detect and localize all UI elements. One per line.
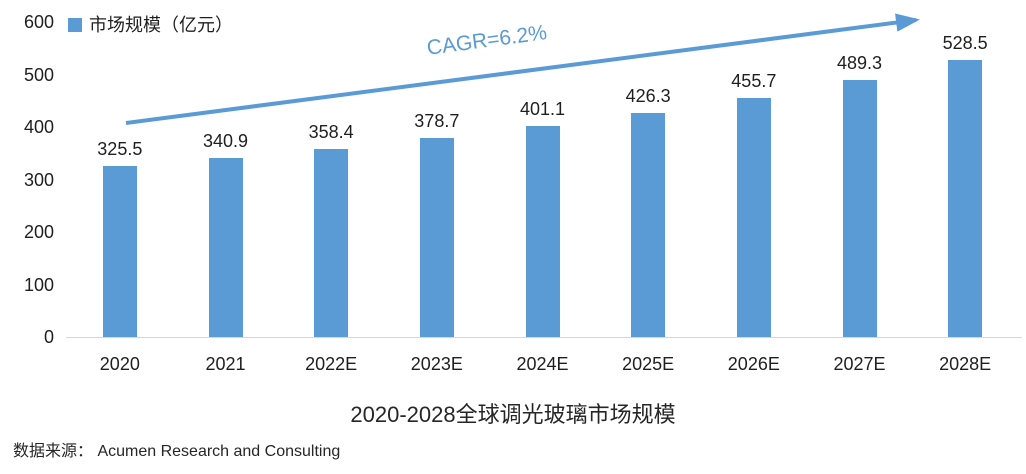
x-tick-label: 2021 (205, 354, 246, 374)
x-tick-label: 2022E (305, 354, 358, 374)
x-tick-label: 2026E (727, 354, 780, 374)
y-tick-label: 200 (23, 222, 54, 242)
bar (948, 59, 983, 337)
bar (419, 138, 454, 337)
y-tick-label: 500 (23, 64, 54, 85)
legend-label: 市场规模（亿元） (89, 15, 233, 35)
x-tick-label: 2020 (99, 354, 140, 374)
bar-value-label: 378.7 (414, 111, 460, 132)
y-tick-label: 600 (23, 12, 54, 32)
y-tick-label: 0 (43, 327, 54, 347)
bar-value-label: 455.7 (731, 70, 777, 91)
x-tick-label: 2023E (410, 354, 463, 374)
legend-square-icon (68, 18, 82, 32)
x-tick-label: 2024E (516, 354, 569, 374)
chart-title: 2020-2028全球调光玻璃市场规模 (350, 402, 676, 427)
cagr-annotation: CAGR=6.2% (425, 21, 549, 60)
data-source: 数据来源： Acumen Research and Consulting (13, 443, 341, 460)
bar (736, 97, 771, 337)
bar-value-label: 340.9 (202, 131, 249, 152)
bar-value-label: 358.4 (308, 121, 354, 142)
legend: 市场规模（亿元） (68, 14, 233, 36)
bar-value-label: 489.3 (836, 53, 883, 74)
y-tick-label: 300 (23, 169, 54, 190)
y-tick-label: 400 (23, 117, 54, 137)
bar (208, 158, 243, 337)
bar (314, 148, 349, 337)
bar-value-label: 325.5 (97, 139, 143, 160)
bar (631, 113, 666, 337)
bar-value-label: 528.5 (942, 32, 988, 53)
bar (842, 80, 877, 337)
x-axis-line (66, 337, 1022, 338)
x-tick-label: 2027E (833, 354, 886, 374)
bar-value-label: 401.1 (519, 99, 566, 120)
y-tick-label: 100 (23, 274, 54, 295)
bar (525, 126, 560, 337)
bar-value-label: 426.3 (625, 86, 671, 107)
bar (102, 166, 137, 337)
x-tick-label: 2028E (939, 354, 992, 374)
x-tick-label: 2025E (622, 354, 675, 374)
